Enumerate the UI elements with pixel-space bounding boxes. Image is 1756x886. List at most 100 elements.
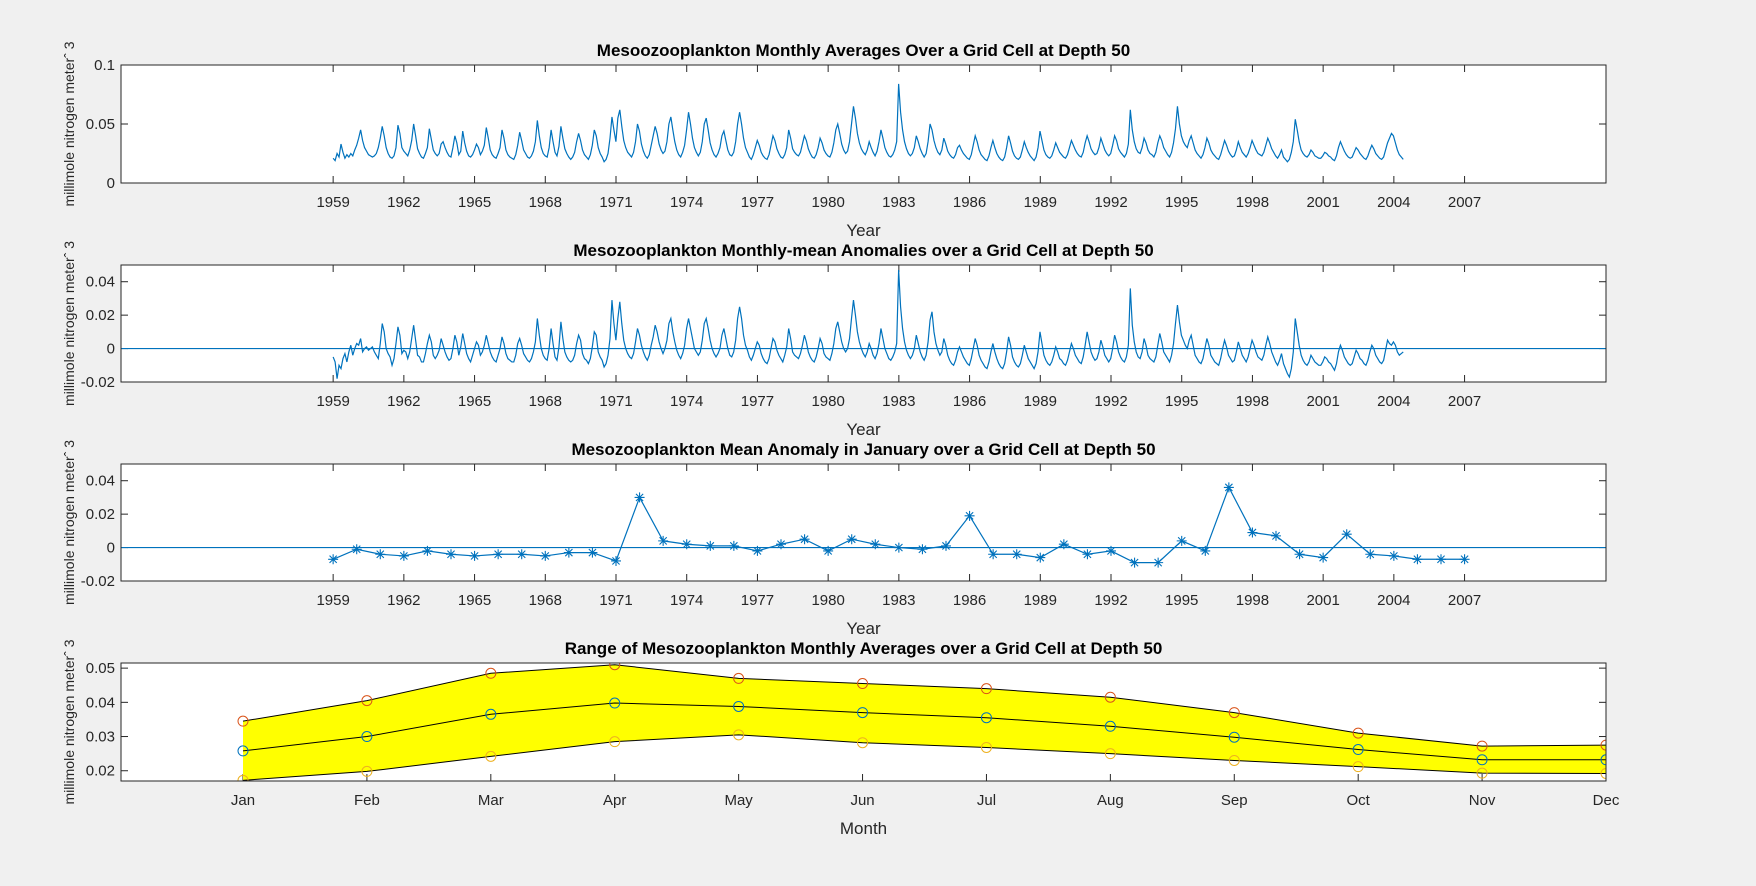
- series-max-point: [1104, 691, 1116, 703]
- y-tick-label: 0.04: [86, 274, 115, 291]
- series-mean-point: [1104, 720, 1116, 732]
- y-tick-label: 0.05: [86, 116, 115, 133]
- series-min-point: [1600, 767, 1606, 779]
- axes-frame: [120, 64, 1607, 184]
- series-max-point: [237, 715, 249, 727]
- x-tick-label: 1998: [1236, 194, 1269, 211]
- series-mean-point: [361, 731, 373, 743]
- series-point: [1011, 549, 1022, 560]
- series-mean-point: [1352, 744, 1364, 756]
- series-max-line: [242, 664, 1606, 747]
- series-point: [1176, 535, 1187, 546]
- series-min-point: [733, 729, 745, 741]
- y-tick-label: 0.04: [86, 694, 115, 711]
- x-tick-label: 1983: [882, 194, 915, 211]
- y-tick-label: 0.03: [86, 729, 115, 746]
- series-point: [917, 544, 928, 555]
- series-point: [1082, 549, 1093, 560]
- x-tick-label: Feb: [354, 792, 380, 809]
- y-axis-label: millimole nitrogen meterˆ 3: [61, 241, 77, 406]
- series-point: [658, 535, 669, 546]
- series-point: [1129, 557, 1140, 568]
- series-mean-point: [485, 708, 497, 720]
- x-tick-label: 1968: [529, 393, 562, 410]
- series-point: [1365, 549, 1376, 560]
- x-tick-label: 1980: [811, 592, 844, 609]
- x-tick-label: 1959: [316, 194, 349, 211]
- plot-area: [121, 464, 1606, 581]
- series-point: [469, 550, 480, 561]
- y-tick-label: -0.02: [81, 374, 115, 391]
- x-tick-label: 1998: [1236, 592, 1269, 609]
- y-tick-label: 0.1: [94, 57, 115, 74]
- series-mean-point: [1228, 731, 1240, 743]
- series-min-point: [1104, 748, 1116, 760]
- series-point: [1412, 554, 1423, 565]
- series-point: [799, 534, 810, 545]
- series-point: [1058, 539, 1069, 550]
- x-tick-label: 1977: [741, 393, 774, 410]
- x-tick-label: 1974: [670, 393, 703, 410]
- series-min-point: [609, 736, 621, 748]
- plot-data: [121, 269, 1606, 379]
- x-tick-label: 1992: [1094, 194, 1127, 211]
- x-tick-label: 1980: [811, 194, 844, 211]
- series-mean-point: [980, 712, 992, 724]
- x-tick-label: 1962: [387, 393, 420, 410]
- x-tick-label: 1965: [458, 592, 491, 609]
- x-tick-label: 1986: [953, 592, 986, 609]
- series-point: [1294, 549, 1305, 560]
- x-tick-label: 2004: [1377, 194, 1410, 211]
- panel-monthly-anomalies: Mesozooplankton Monthly-mean Anomalies o…: [61, 241, 1607, 439]
- series-max-point: [1600, 739, 1606, 751]
- series-point: [1341, 529, 1352, 540]
- x-tick-label: 1974: [670, 592, 703, 609]
- x-tick-label: Oct: [1347, 792, 1371, 809]
- x-tick-label: Jan: [231, 792, 255, 809]
- y-tick-label: 0: [107, 341, 115, 358]
- y-tick-label: -0.02: [81, 573, 115, 590]
- series-mean-point: [237, 745, 249, 757]
- series-point: [563, 547, 574, 558]
- series-point: [941, 540, 951, 551]
- series-max-point: [857, 678, 869, 690]
- series-point: [328, 554, 339, 565]
- x-tick-label: 2007: [1448, 393, 1481, 410]
- series-point: [846, 534, 857, 545]
- chart-title: Range of Mesozooplankton Monthly Average…: [565, 639, 1163, 658]
- x-tick-label: 2007: [1448, 194, 1481, 211]
- x-tick-label: Dec: [1593, 792, 1620, 809]
- series-min-point: [980, 741, 992, 753]
- x-tick-label: 1968: [529, 194, 562, 211]
- range-fill: [243, 664, 1606, 781]
- chart-title: Mesozooplankton Mean Anomaly in January …: [571, 440, 1155, 459]
- series-mean-point: [733, 700, 745, 712]
- x-tick-label: 1959: [316, 393, 349, 410]
- series-min-point: [1476, 767, 1488, 779]
- x-tick-label: 1992: [1094, 592, 1127, 609]
- series-point: [1436, 554, 1446, 565]
- x-tick-label: 1977: [741, 194, 774, 211]
- series-point: [988, 549, 999, 560]
- x-tick-label: 1980: [811, 393, 844, 410]
- x-tick-label: Apr: [603, 792, 626, 809]
- series-min-point: [485, 750, 497, 762]
- series-point: [1247, 527, 1258, 538]
- series-point: [1200, 545, 1211, 556]
- x-tick-label: 1971: [599, 393, 632, 410]
- series-min-point: [857, 737, 869, 749]
- y-axis-label: millimole nitrogen meterˆ 3: [61, 41, 77, 206]
- y-tick-label: 0.02: [86, 763, 115, 780]
- series-point: [1318, 552, 1329, 563]
- axes-frame: [120, 662, 1607, 782]
- series-point: [493, 549, 504, 560]
- series-point: [964, 510, 975, 521]
- x-tick-label: Nov: [1469, 792, 1496, 809]
- x-tick-label: 1974: [670, 194, 703, 211]
- series-point: [728, 540, 739, 551]
- series-line: [332, 83, 1404, 163]
- series-point: [1271, 530, 1281, 541]
- series-max-point: [1476, 740, 1488, 752]
- x-tick-label: 1995: [1165, 592, 1198, 609]
- y-tick-label: 0: [107, 175, 115, 192]
